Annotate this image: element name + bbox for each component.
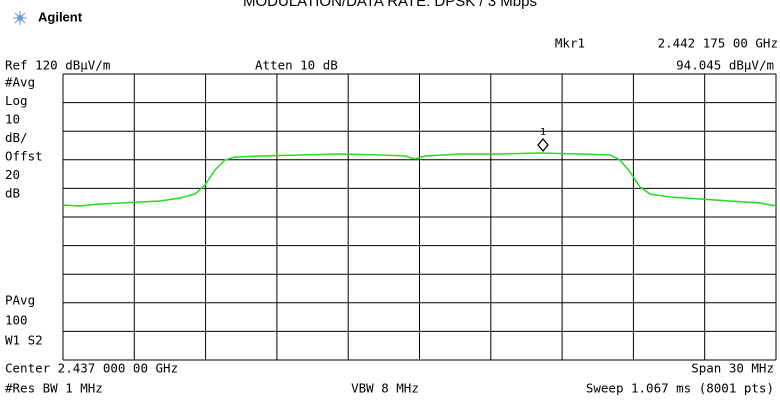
panel-label: 100 bbox=[5, 313, 28, 328]
panel-label: #Avg bbox=[5, 75, 35, 90]
title: MODULATION/DATA RATE: DPSK / 3 Mbps bbox=[243, 0, 537, 10]
logo bbox=[13, 11, 27, 25]
brand: Agilent bbox=[38, 9, 83, 24]
center-frequency: Center 2.437 000 00 GHz bbox=[5, 361, 178, 376]
panel-label: Offst bbox=[5, 149, 43, 164]
marker-name: Mkr1 bbox=[555, 36, 585, 51]
panel-label: dB bbox=[5, 186, 20, 201]
span: Span 30 MHz bbox=[691, 361, 774, 376]
sweep: Sweep 1.067 ms (8001 pts) bbox=[586, 381, 774, 396]
marker-level: 94.045 dBµV/m bbox=[676, 58, 774, 73]
marker-diamond bbox=[537, 137, 549, 153]
panel-label: 20 bbox=[5, 167, 20, 182]
res-bw: #Res BW 1 MHz bbox=[5, 381, 103, 396]
panel-label: PAvg bbox=[5, 293, 35, 308]
left-panel: #Avg Log 10 dB/Offst 20 dB PAvg 100 W1 S2 bbox=[5, 75, 43, 348]
marker-frequency: 2.442 175 00 GHz bbox=[658, 36, 778, 51]
panel-label: W1 S2 bbox=[5, 333, 43, 348]
vbw: VBW 8 MHz bbox=[351, 381, 419, 396]
marker-label: 1 bbox=[540, 127, 546, 138]
panel-label: Log bbox=[5, 93, 28, 108]
panel-label: dB/ bbox=[5, 130, 28, 145]
attenuation: Atten 10 dB bbox=[255, 58, 338, 73]
ref-level: Ref 120 dBµV/m bbox=[5, 58, 110, 73]
graticule bbox=[62, 73, 777, 361]
panel-label: 10 bbox=[5, 112, 20, 127]
trace bbox=[62, 152, 777, 207]
